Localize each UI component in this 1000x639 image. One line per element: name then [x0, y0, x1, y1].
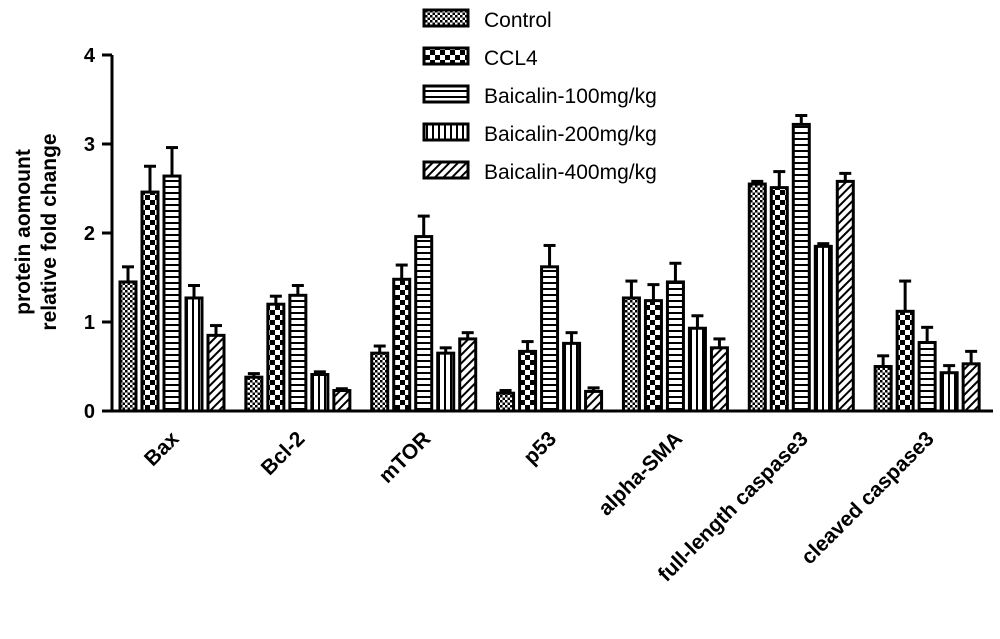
y-tick-label: 2: [84, 223, 95, 245]
bar: [584, 389, 604, 413]
legend-label: Control: [484, 9, 552, 32]
legend-label: Baicalin-400mg/kg: [484, 161, 657, 184]
y-tick-label: 0: [84, 401, 95, 423]
bar: [518, 349, 538, 413]
bar: [917, 340, 937, 413]
bar: [332, 389, 352, 413]
bar: [621, 296, 641, 413]
bar: [562, 341, 582, 413]
bar: [813, 244, 833, 413]
legend-label: Baicalin-100mg/kg: [484, 85, 657, 108]
bar: [709, 346, 729, 413]
legend-swatch: [422, 160, 470, 180]
bar: [436, 351, 456, 413]
bar: [162, 174, 182, 413]
bar: [769, 186, 789, 413]
bar: [288, 293, 308, 413]
bar: [266, 302, 286, 413]
bar: [835, 179, 855, 413]
bar: [665, 280, 685, 413]
x-tick-label: p53: [519, 427, 561, 469]
bar: [540, 265, 560, 413]
y-tick-label: 3: [84, 134, 95, 156]
bar: [496, 391, 516, 413]
x-tick-label: Bcl-2: [257, 427, 310, 480]
x-tick-label: alpha-SMA: [594, 427, 687, 520]
y-axis-title: protein aomount relative fold change: [12, 133, 61, 330]
bar: [310, 373, 330, 413]
x-tick-label: cleaved caspase3: [797, 427, 939, 569]
y-axis-title-line1: protein aomount: [12, 149, 35, 315]
bar: [895, 309, 915, 413]
bar: [643, 299, 663, 413]
bar: [939, 371, 959, 413]
y-tick-label: 1: [84, 312, 95, 334]
bar: [961, 362, 981, 413]
y-axis-title-line2: relative fold change: [38, 133, 61, 330]
bar: [370, 351, 390, 413]
bar: [458, 337, 478, 413]
x-tick-label: mTOR: [375, 427, 436, 488]
bars: [118, 114, 981, 413]
bar: [791, 122, 811, 413]
bar: [392, 277, 412, 413]
bar: [140, 190, 160, 413]
legend-label: Baicalin-200mg/kg: [484, 123, 657, 146]
bar: [687, 326, 707, 413]
y-tick-label: 4: [84, 45, 96, 67]
legend-label: CCL4: [484, 47, 538, 70]
bar: [414, 235, 434, 413]
legend-swatch: [422, 122, 470, 142]
bar: [244, 375, 264, 413]
legend-swatch: [422, 46, 470, 66]
x-tick-label: Bax: [140, 427, 184, 471]
bar: [118, 280, 138, 413]
bar: [206, 333, 226, 413]
bar: [873, 365, 893, 413]
legend-swatch: [422, 84, 470, 104]
bar: [747, 182, 767, 413]
legend-swatch: [422, 8, 470, 28]
bar: [184, 296, 204, 413]
legend: Control CCL4 Baicalin-100mg/kg Baicalin-200…: [422, 8, 657, 184]
